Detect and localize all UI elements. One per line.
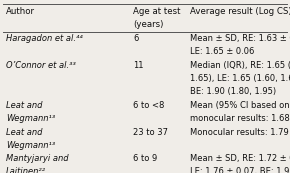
Text: Mean (95% CI based on SD),: Mean (95% CI based on SD), bbox=[190, 101, 290, 110]
Text: Mean ± SD, RE: 1.63 ± 0.12,: Mean ± SD, RE: 1.63 ± 0.12, bbox=[190, 34, 290, 43]
Text: Leat and: Leat and bbox=[6, 101, 42, 110]
Text: Author: Author bbox=[6, 7, 35, 16]
Text: O’Connor et al.³³: O’Connor et al.³³ bbox=[6, 61, 76, 70]
Text: Average result (Log CS): Average result (Log CS) bbox=[190, 7, 290, 16]
Text: Mantyjaryi and: Mantyjaryi and bbox=[6, 154, 68, 163]
Text: 1.65), LE: 1.65 (1.60, 1.65),: 1.65), LE: 1.65 (1.60, 1.65), bbox=[190, 74, 290, 83]
Text: Mean ± SD, RE: 1.72 ± 0.08,: Mean ± SD, RE: 1.72 ± 0.08, bbox=[190, 154, 290, 163]
Text: 11: 11 bbox=[133, 61, 144, 70]
Text: Monocular results: 1.79 (1.59): Monocular results: 1.79 (1.59) bbox=[190, 128, 290, 137]
Text: 6: 6 bbox=[133, 34, 139, 43]
Text: LE: 1.65 ± 0.06: LE: 1.65 ± 0.06 bbox=[190, 47, 254, 56]
Text: 23 to 37: 23 to 37 bbox=[133, 128, 168, 137]
Text: Age at test: Age at test bbox=[133, 7, 181, 16]
Text: Wegmann¹³: Wegmann¹³ bbox=[6, 140, 55, 150]
Text: (years): (years) bbox=[133, 20, 164, 29]
Text: LE: 1.76 ± 0.07, BE: 1.91 ± 0.07: LE: 1.76 ± 0.07, BE: 1.91 ± 0.07 bbox=[190, 167, 290, 173]
Text: Haragadon et al.⁴⁴: Haragadon et al.⁴⁴ bbox=[6, 34, 83, 43]
Text: Median (IQR), RE: 1.65 (1.575,: Median (IQR), RE: 1.65 (1.575, bbox=[190, 61, 290, 70]
Text: Leat and: Leat and bbox=[6, 128, 42, 137]
Text: monocular results: 1.68 (1.57): monocular results: 1.68 (1.57) bbox=[190, 114, 290, 123]
Text: 6 to 9: 6 to 9 bbox=[133, 154, 158, 163]
Text: Wegmann¹³: Wegmann¹³ bbox=[6, 114, 55, 123]
Text: 6 to <8: 6 to <8 bbox=[133, 101, 165, 110]
Text: Laitinen²²: Laitinen²² bbox=[6, 167, 46, 173]
Text: BE: 1.90 (1.80, 1.95): BE: 1.90 (1.80, 1.95) bbox=[190, 87, 276, 96]
